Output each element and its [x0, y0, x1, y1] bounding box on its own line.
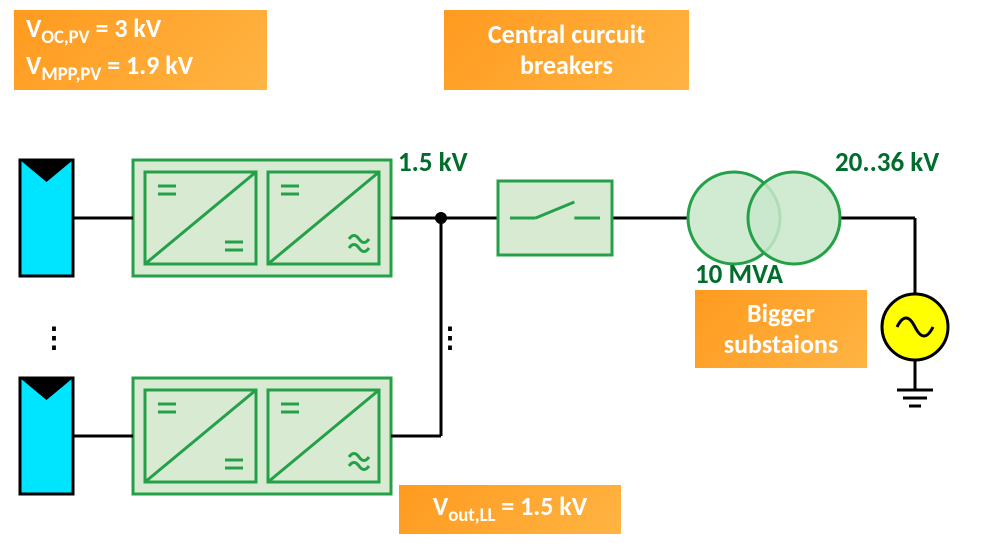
- ccb-line2: breakers: [520, 50, 613, 81]
- vout-line: Vout,LL = 1.5 kV: [433, 491, 587, 528]
- ellipsis-dots: ⋮: [436, 320, 466, 355]
- ground-icon: [897, 378, 933, 406]
- callout-bigger-substations: Bigger substaions: [695, 290, 867, 368]
- label-transformer-rating: 10 MVA: [695, 258, 783, 291]
- callout-central-breakers: Central curcuit breakers: [444, 10, 689, 90]
- bus-node-dot: [435, 212, 447, 224]
- pv-panel-2: [20, 378, 73, 494]
- converter-block-2: [133, 378, 391, 494]
- transformer-icon: [688, 172, 840, 264]
- pv-vmpp-line: VMPP,PV = 1.9 kV: [26, 50, 193, 87]
- label-bus-voltage: 1.5 kV: [398, 146, 468, 179]
- sub-line2: substaions: [724, 329, 839, 360]
- callout-pv-voltages: VOC,PV = 3 kV VMPP,PV = 1.9 kV: [14, 10, 267, 90]
- ellipsis-dots: ⋮: [40, 320, 70, 355]
- label-grid-voltage: 20..36 kV: [835, 146, 939, 179]
- callout-vout: Vout,LL = 1.5 kV: [399, 485, 621, 534]
- converter-block-1: [133, 160, 391, 276]
- pv-panel-1: [20, 160, 73, 276]
- circuit-breaker-icon: [498, 181, 612, 255]
- ac-source-icon: [882, 294, 948, 360]
- ccb-line1: Central curcuit: [488, 19, 645, 50]
- sub-line1: Bigger: [747, 298, 815, 329]
- pv-voc-line: VOC,PV = 3 kV: [26, 13, 161, 50]
